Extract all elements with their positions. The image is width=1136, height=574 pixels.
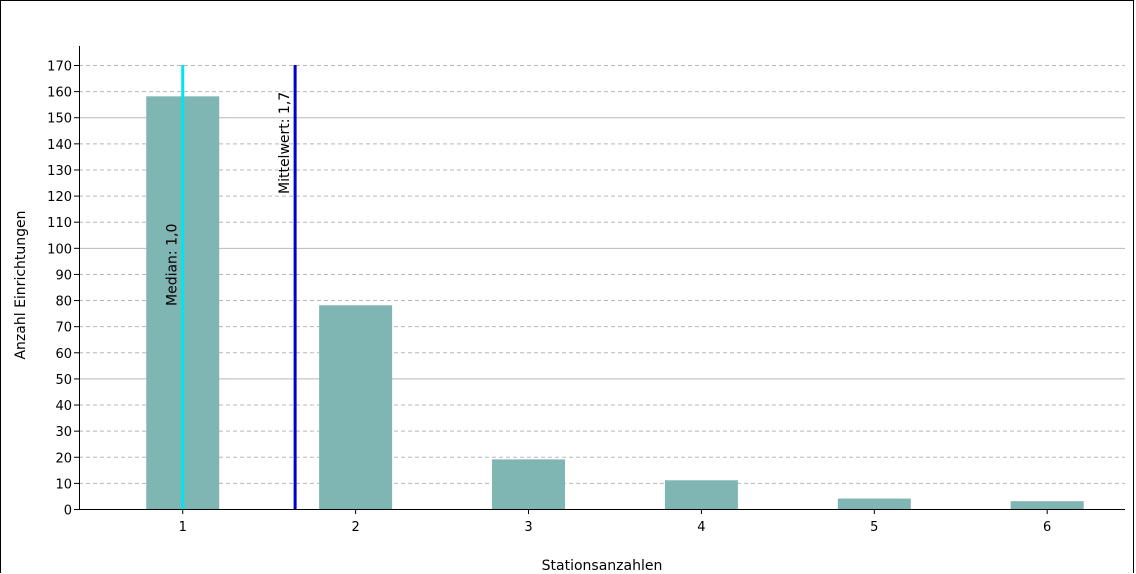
y-tick-label: 170 — [47, 60, 72, 75]
x-axis-title: Stationsanzahlen — [542, 558, 663, 574]
y-tick-labels: 0 10 20 30 40 50 60 70 80 90 100 110 120 130 140 150 160… — [47, 60, 79, 519]
x-tick-label: 6 — [1043, 520, 1051, 535]
grid-lines — [79, 65, 1125, 484]
y-tick-label: 30 — [55, 425, 72, 440]
y-tick-label: 60 — [55, 347, 72, 362]
y-tick-label: 20 — [55, 451, 72, 466]
axes — [79, 46, 1125, 510]
y-tick-label: 130 — [47, 164, 72, 179]
bar-6 — [1010, 501, 1084, 509]
reference-label-median: Median: 1,0 — [165, 224, 181, 306]
reference-label-mean: Mittelwert: 1,7 — [277, 92, 293, 194]
reference-lines: Median: 1,0 Mittelwert: 1,7 — [165, 65, 297, 509]
y-tick-label: 120 — [47, 190, 72, 205]
y-tick-label: 0 — [64, 504, 72, 519]
y-tick-label: 80 — [55, 295, 72, 310]
y-tick-label: 100 — [47, 242, 72, 257]
y-tick-label: 70 — [55, 321, 72, 336]
bar-5 — [837, 498, 911, 509]
x-tick-label: 4 — [697, 520, 705, 535]
y-tick-label: 50 — [55, 373, 72, 388]
y-tick-label: 140 — [47, 138, 72, 153]
y-tick-label: 110 — [47, 216, 72, 231]
x-tick-labels: 1 2 3 4 5 6 — [179, 509, 1051, 535]
bar-3 — [492, 459, 566, 509]
y-axis-title: Anzahl Einrichtungen — [13, 210, 29, 359]
x-tick-label: 3 — [524, 520, 532, 535]
y-tick-label: 40 — [55, 399, 72, 414]
x-tick-label: 1 — [179, 520, 187, 535]
x-tick-label: 2 — [351, 520, 359, 535]
y-tick-label: 10 — [55, 477, 72, 492]
bar-4 — [664, 480, 738, 509]
y-tick-label: 90 — [55, 268, 72, 283]
bar-2 — [319, 305, 393, 509]
y-tick-label: 160 — [47, 86, 72, 101]
y-tick-label: 150 — [47, 112, 72, 127]
x-tick-label: 5 — [870, 520, 878, 535]
